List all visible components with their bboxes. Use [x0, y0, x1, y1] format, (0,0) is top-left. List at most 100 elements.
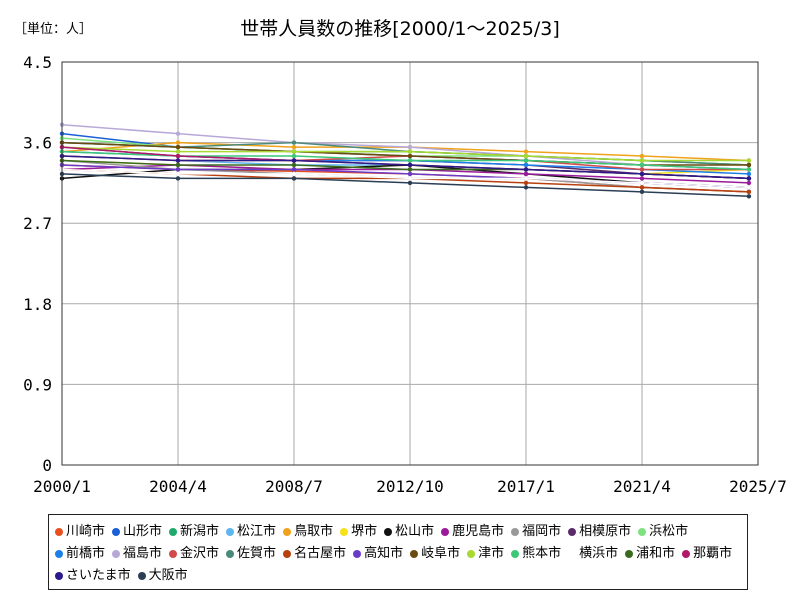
legend-label: 松江市	[237, 524, 277, 539]
data-point	[639, 167, 645, 172]
series-那覇市	[59, 144, 752, 181]
data-point	[746, 180, 752, 186]
data-point	[175, 144, 181, 150]
data-point	[291, 171, 297, 177]
legend-swatch	[638, 528, 647, 536]
data-point	[291, 140, 297, 145]
data-point	[746, 176, 752, 181]
data-point	[291, 153, 297, 159]
series-line	[61, 155, 749, 171]
legend-swatch	[441, 528, 450, 536]
legend-item: 津市	[467, 543, 504, 565]
series-line	[61, 146, 749, 162]
data-point	[291, 176, 297, 181]
series-津市	[59, 144, 752, 163]
legend: 川崎市 山形市 新潟市 松江市 鳥取市 堺市 松山市 鹿児島市 福岡市 相模原市 浜松市 前橋市 福島市…	[48, 514, 748, 590]
legend-label: 那覇市	[693, 546, 733, 561]
legend-item: 那覇市	[682, 543, 732, 565]
legend-item: 松山市	[384, 521, 434, 543]
y-tick-label: 4.5	[23, 53, 52, 72]
data-point	[175, 167, 181, 172]
series-横浜市	[59, 167, 752, 190]
data-point	[291, 149, 297, 154]
data-point	[175, 158, 181, 163]
legend-swatch	[112, 550, 121, 558]
legend-item: 鳥取市	[283, 521, 333, 543]
data-point	[523, 149, 529, 154]
data-point	[746, 194, 752, 199]
data-point	[523, 176, 529, 181]
x-tick-label: 2021/4	[613, 477, 671, 496]
legend-swatch	[55, 528, 63, 536]
grid-lines	[61, 61, 759, 466]
legend-item: 山形市	[112, 521, 162, 543]
legend-swatch	[410, 550, 419, 558]
data-point	[523, 158, 529, 163]
series-lines	[59, 122, 752, 199]
data-point	[407, 176, 413, 181]
data-point	[407, 162, 413, 168]
legend-swatch	[169, 550, 178, 558]
y-tick-label: 1.8	[23, 295, 52, 314]
x-tick-label: 2004/4	[149, 477, 207, 496]
data-point	[291, 144, 297, 150]
series-松江市	[59, 153, 752, 181]
legend-swatch	[384, 528, 393, 536]
legend-label: 川崎市	[66, 524, 106, 539]
legend-label: 津市	[478, 546, 505, 561]
legend-item: 堺市	[340, 521, 377, 543]
legend-label: 横浜市	[579, 546, 619, 561]
legend-label: 浦和市	[636, 546, 676, 561]
legend-item: 浜松市	[638, 521, 688, 543]
y-tick-label: 2.7	[23, 214, 52, 233]
legend-swatch	[55, 572, 63, 580]
legend-swatch	[682, 550, 691, 558]
legend-label: 前橋市	[66, 546, 106, 561]
chart-title: 世帯人員数の推移[2000/1～2025/3]	[240, 18, 560, 40]
data-point	[175, 131, 181, 136]
data-point	[639, 176, 645, 181]
data-point	[523, 167, 529, 172]
series-松山市	[59, 162, 752, 190]
data-point	[746, 167, 752, 172]
data-point	[746, 185, 752, 190]
legend-swatch	[625, 550, 634, 558]
data-point	[175, 162, 181, 168]
data-point	[291, 167, 297, 172]
data-point	[639, 153, 645, 159]
legend-item: 浦和市	[625, 543, 675, 565]
legend-item: 佐賀市	[226, 543, 276, 565]
data-point	[746, 189, 752, 195]
legend-swatch	[467, 550, 476, 558]
data-point	[523, 180, 529, 186]
x-tick-label: 2012/10	[376, 477, 443, 496]
legend-label: 岐阜市	[421, 546, 461, 561]
legend-item: 川崎市	[55, 521, 105, 543]
series-福岡市	[59, 158, 752, 195]
unit-label: ［単位：人］	[14, 22, 93, 37]
legend-item: 松江市	[226, 521, 276, 543]
legend-item: 鹿児島市	[441, 521, 504, 543]
legend-item: 金沢市	[169, 543, 219, 565]
series-line	[61, 141, 749, 166]
legend-label: 鳥取市	[294, 524, 334, 539]
legend-item: 福島市	[112, 543, 162, 565]
data-point	[407, 144, 413, 150]
legend-label: 堺市	[351, 524, 378, 539]
y-tick-label: 0.9	[23, 375, 52, 394]
legend-swatch	[226, 550, 235, 558]
legend-item: 前橋市	[55, 543, 105, 565]
series-高知市	[59, 162, 752, 190]
legend-label: 名古屋市	[294, 546, 347, 561]
legend-item: さいたま市	[55, 565, 131, 587]
data-point	[291, 158, 297, 163]
legend-swatch	[283, 550, 292, 558]
data-point	[175, 140, 181, 145]
series-大阪市	[59, 171, 752, 199]
legend-label: 浜松市	[649, 524, 689, 539]
legend-label: 松山市	[395, 524, 435, 539]
data-point	[407, 180, 413, 186]
legend-label: 熊本市	[522, 546, 562, 561]
data-point	[291, 162, 297, 168]
